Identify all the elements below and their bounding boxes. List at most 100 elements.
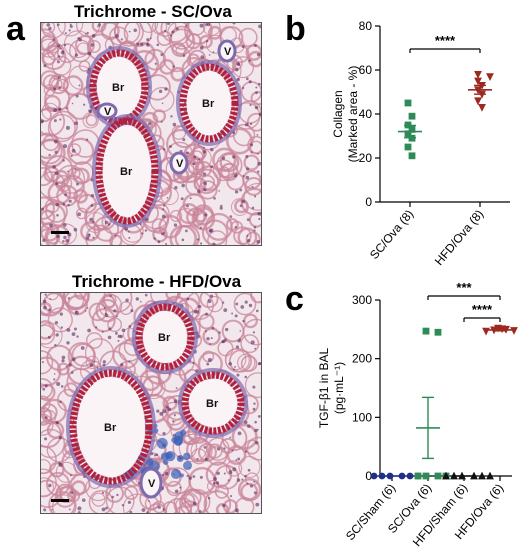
vessel: V	[217, 39, 237, 63]
nucleus	[46, 23, 51, 27]
bronchiole-wall	[132, 300, 198, 374]
nucleus	[252, 385, 256, 389]
nucleus	[247, 424, 251, 428]
nucleus	[173, 223, 178, 227]
nucleus	[209, 343, 212, 345]
nucleus	[43, 305, 47, 310]
nucleus	[56, 421, 59, 425]
nucleus	[250, 151, 253, 154]
alveolus	[56, 362, 70, 376]
nucleus	[129, 510, 133, 513]
nucleus	[254, 105, 259, 110]
nucleus	[244, 123, 249, 127]
chart-b-data-point	[478, 104, 486, 112]
nucleus	[253, 225, 257, 229]
bronchiole-epithelium	[95, 117, 159, 225]
nucleus	[153, 237, 156, 240]
alveolus	[165, 293, 181, 301]
nucleus	[207, 497, 211, 500]
alveolus	[41, 468, 57, 497]
alveolus	[154, 23, 177, 37]
nucleus	[68, 363, 72, 367]
nucleus	[41, 361, 44, 364]
nucleus	[140, 232, 144, 235]
nucleus	[239, 204, 243, 208]
nucleus	[251, 206, 255, 210]
bronchiole: Br	[66, 366, 156, 488]
nucleus	[162, 508, 165, 511]
nucleus	[249, 122, 253, 125]
nucleus	[223, 308, 228, 313]
nucleus	[172, 65, 175, 68]
alveolus	[49, 110, 79, 140]
alveolus	[41, 202, 67, 230]
nucleus	[196, 238, 200, 241]
nucleus	[233, 173, 238, 178]
chart-c-data-point	[370, 472, 378, 480]
chart-c-y-tick-label: 300	[352, 293, 372, 307]
nucleus	[247, 468, 251, 472]
alveolus	[238, 455, 261, 479]
micrograph-hfd-ova: Br Br Br V	[40, 292, 262, 514]
nucleus	[91, 33, 96, 38]
nucleus	[198, 304, 202, 309]
chart-c-data-point	[442, 471, 450, 480]
nucleus	[253, 480, 256, 483]
nucleus	[239, 188, 243, 192]
nucleus	[104, 312, 107, 315]
nucleus	[71, 332, 76, 337]
nucleus	[192, 162, 196, 166]
alveolus	[207, 443, 223, 459]
nucleus	[256, 428, 259, 431]
nucleus	[196, 457, 199, 461]
nucleus	[257, 414, 261, 418]
nucleus	[87, 233, 91, 238]
nucleus	[68, 508, 71, 511]
collagen-fiber	[160, 452, 170, 461]
nucleus	[114, 331, 118, 335]
nucleus	[77, 506, 82, 511]
alveolus	[202, 350, 215, 363]
chart-b-y-tick-label: 20	[359, 151, 373, 165]
nucleus	[71, 102, 74, 105]
nucleus	[58, 86, 61, 90]
nucleus	[252, 331, 256, 334]
nucleus	[155, 453, 159, 457]
nucleus	[162, 204, 166, 207]
nucleus	[175, 387, 178, 390]
nucleus	[246, 238, 251, 243]
micrograph-sc-ova: Br Br Br V V V	[40, 22, 262, 246]
nucleus	[70, 371, 74, 374]
nucleus	[101, 507, 106, 512]
nucleus	[161, 474, 165, 477]
nucleus	[73, 227, 78, 232]
nucleus	[158, 89, 163, 94]
nucleus	[81, 498, 86, 502]
nucleus	[166, 23, 171, 26]
chart-c-data-point	[422, 472, 430, 480]
nucleus	[69, 474, 72, 477]
nucleus	[172, 420, 175, 423]
alveolus	[41, 166, 53, 187]
chart-c: 0 100 200 300 TGF-β1 in BAL (pg·mL⁻¹) SC/Sham …	[317, 280, 518, 549]
nucleus	[92, 220, 95, 224]
nucleus	[200, 55, 205, 60]
nucleus	[58, 462, 61, 465]
nucleus	[53, 373, 56, 375]
nucleus	[120, 38, 123, 41]
alveolus	[248, 211, 261, 228]
nucleus	[69, 25, 73, 29]
nucleus	[243, 420, 248, 425]
nucleus	[166, 197, 169, 199]
alveolus	[216, 152, 243, 179]
vessel-wall	[169, 151, 189, 175]
alveolus	[56, 184, 79, 207]
bronchiole-epithelium	[179, 63, 239, 143]
nucleus	[64, 32, 67, 35]
nucleus	[167, 407, 172, 412]
nucleus	[162, 409, 167, 414]
alveolus	[238, 27, 258, 47]
nucleus	[256, 239, 261, 244]
nucleus	[209, 228, 214, 233]
nucleus	[128, 30, 131, 33]
